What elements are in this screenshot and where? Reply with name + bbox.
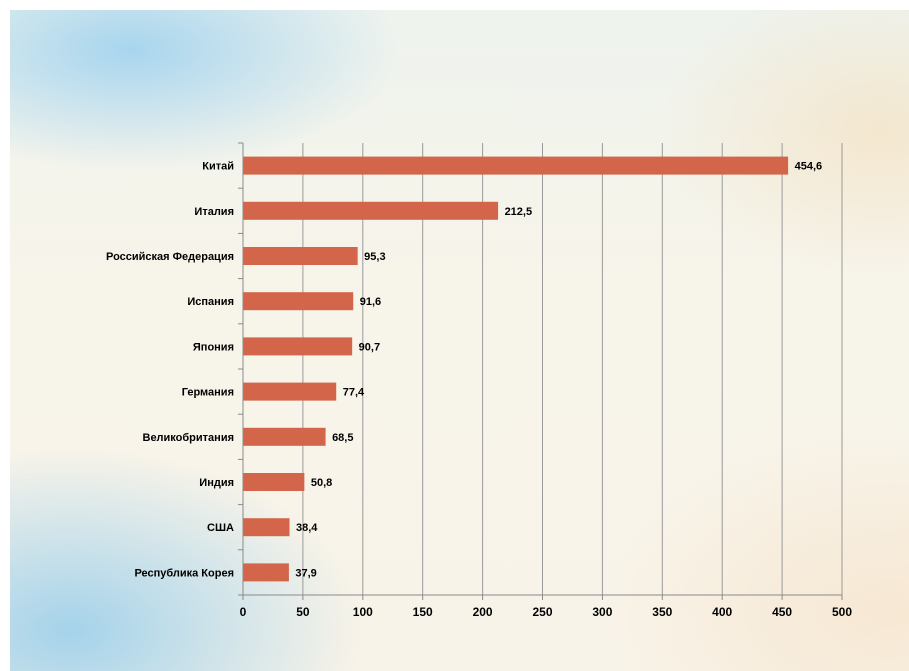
x-tick-label: 350 [652, 605, 672, 619]
category-label: Великобритания [143, 432, 235, 444]
category-label: Германия [182, 387, 234, 399]
data-label: 37,9 [295, 567, 316, 579]
x-tick-label: 250 [532, 605, 552, 619]
x-tick-label: 500 [832, 605, 852, 619]
bars [243, 156, 789, 582]
data-label: 95,3 [364, 251, 385, 263]
category-label: Индия [199, 477, 234, 489]
data-label: 91,6 [360, 296, 381, 308]
bar-chart: 0 50 100 150 200 250 300 350 400 450 500 Китай 454,6… [106, 142, 852, 619]
bar [243, 201, 499, 220]
x-tick-label: 150 [413, 605, 433, 619]
category-label: Российская Федерация [106, 251, 234, 263]
category-label: Япония [193, 341, 234, 353]
data-label: 90,7 [359, 341, 380, 353]
bar [243, 382, 337, 401]
x-tick-label: 400 [712, 605, 732, 619]
x-tick-label: 300 [592, 605, 612, 619]
bar [243, 156, 789, 175]
x-tick-label: 100 [353, 605, 373, 619]
category-label: Испания [187, 296, 234, 308]
data-label: 38,4 [296, 522, 318, 534]
data-label: 68,5 [332, 432, 353, 444]
bar [243, 473, 305, 491]
x-tick-label: 450 [772, 605, 792, 619]
labels: 0 50 100 150 200 250 300 350 400 450 500 Китай 454,6… [106, 161, 852, 619]
axes [238, 142, 843, 600]
bar [243, 563, 289, 582]
data-label: 77,4 [343, 387, 365, 399]
category-label: Китай [202, 161, 234, 173]
x-tick-label: 200 [473, 605, 493, 619]
bar [243, 247, 358, 265]
category-label: США [207, 522, 234, 534]
slide-background: 0 50 100 150 200 250 300 350 400 450 500 Китай 454,6… [10, 10, 909, 671]
bar [243, 292, 354, 311]
bar [243, 427, 326, 446]
data-label: 212,5 [505, 206, 533, 218]
category-label: Республика Корея [134, 567, 234, 579]
data-label: 454,6 [795, 161, 823, 173]
x-tick-label: 50 [296, 605, 310, 619]
bar [243, 518, 290, 537]
bar [243, 337, 353, 356]
x-tick-label: 0 [240, 605, 247, 619]
data-label: 50,8 [311, 477, 332, 489]
category-label: Италия [194, 206, 234, 218]
